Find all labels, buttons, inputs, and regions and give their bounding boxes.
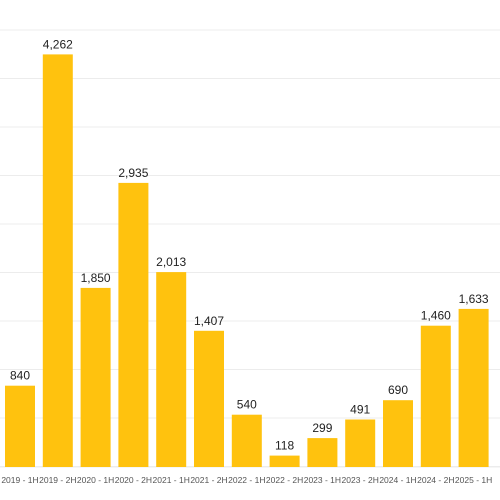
bar-5 [194, 330, 224, 467]
value-label-10: 690 [388, 383, 408, 397]
value-label-1: 4,262 [43, 37, 73, 51]
x-tick-label-5: 2021 - 2H [190, 475, 227, 485]
value-label-3: 2,935 [118, 166, 148, 180]
value-label-2: 1,850 [81, 271, 111, 285]
value-label-0: 840 [10, 369, 30, 383]
bar-3 [118, 182, 149, 467]
value-label-5: 1,407 [194, 314, 224, 328]
value-label-4: 2,013 [156, 255, 186, 269]
value-label-9: 491 [350, 403, 370, 417]
x-tick-label-4: 2021 - 1H [153, 475, 190, 485]
x-tick-label-9: 2023 - 2H [342, 475, 379, 485]
value-label-7: 118 [275, 439, 294, 453]
x-tick-label-1: 2019 - 2H [39, 475, 76, 485]
bar-1 [42, 54, 73, 468]
value-label-12: 1,633 [459, 292, 489, 306]
x-tick-label-6: 2022 - 1H [228, 475, 265, 485]
bar-4 [156, 272, 187, 467]
bar-2 [80, 287, 111, 467]
x-axis-tick-labels: 2019 - 1H 2019 - 2H 2020 - 1H 2020 - 2H 2021… [1, 475, 492, 485]
x-tick-label-7: 2022 - 2H [266, 475, 303, 485]
bar-6 [231, 414, 262, 467]
bar-8 [307, 438, 338, 467]
x-tick-label-10: 2024 - 1H [379, 475, 416, 485]
x-tick-label-3: 2020 - 2H [115, 475, 152, 485]
value-label-11: 1,460 [421, 309, 451, 323]
bar-9 [345, 419, 376, 467]
bar-10 [383, 400, 413, 467]
x-tick-label-0: 2019 - 1H [1, 475, 38, 485]
x-tick-label-11: 2024 - 2H [417, 475, 454, 485]
bar-12 [458, 308, 489, 467]
x-tick-label-8: 2023 - 1H [304, 475, 341, 485]
value-label-8: 299 [312, 421, 332, 435]
x-tick-label-12: 2025 - 1H [455, 475, 492, 485]
value-labels: 840 4,262 1,850 2,935 2,013 1,407 540 118 299 491… [10, 37, 489, 452]
bar-11 [420, 325, 451, 467]
bars [5, 54, 489, 468]
bar-0 [5, 385, 35, 467]
bar-7 [269, 455, 300, 467]
x-tick-label-2: 2020 - 1H [77, 475, 114, 485]
value-label-6: 540 [237, 398, 257, 412]
